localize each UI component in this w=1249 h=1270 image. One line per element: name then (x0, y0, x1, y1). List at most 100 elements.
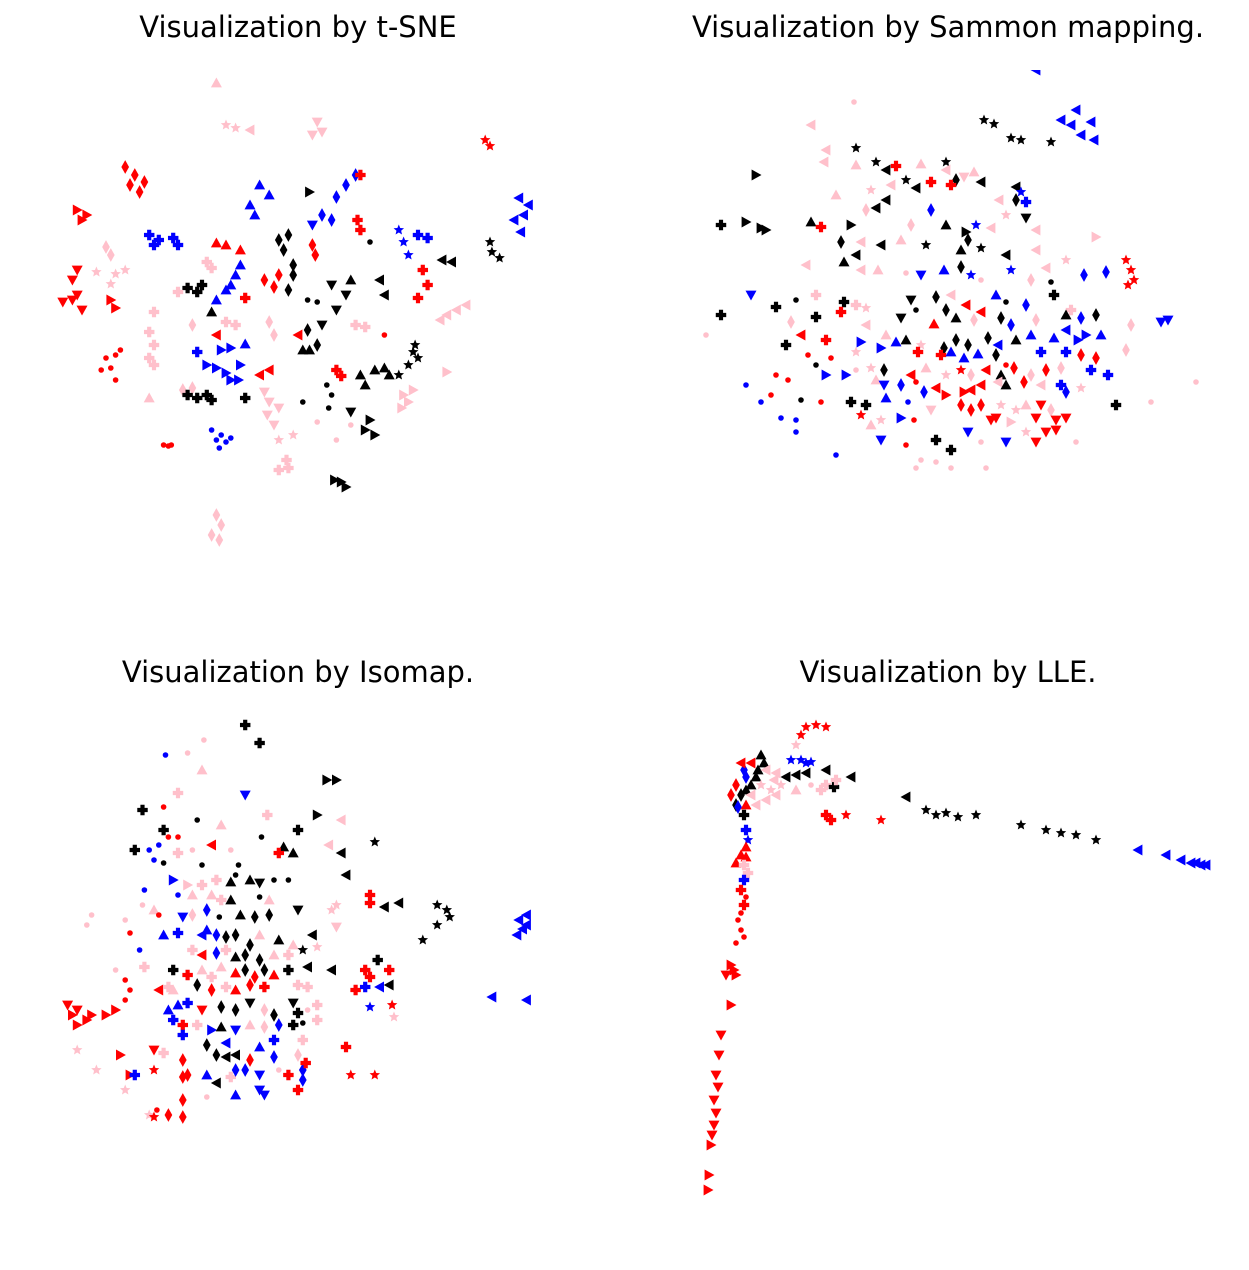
scatter-point (292, 905, 304, 916)
scatter-point (71, 265, 83, 276)
scatter-point (284, 283, 293, 297)
scatter-point (856, 336, 867, 348)
scatter-point (1012, 193, 1020, 207)
scatter-point (907, 218, 915, 232)
scatter-point (148, 904, 160, 915)
scatter-point (938, 264, 950, 275)
scatter-point (960, 299, 971, 311)
scatter-point (761, 224, 772, 236)
scatter-point (486, 246, 498, 257)
scatter-point (703, 332, 709, 338)
scatter-point (855, 409, 867, 420)
scatter-point (940, 219, 952, 230)
chart-panel-tsne: Visualization by t-SNE (48, 10, 548, 590)
scatter-point (751, 169, 762, 181)
scatter-point (1035, 379, 1046, 391)
scatter-point (978, 277, 984, 283)
scatter-point (1020, 399, 1032, 410)
scatter-point (355, 224, 366, 236)
scatter-point (311, 999, 323, 1011)
scatter-point (111, 1004, 122, 1016)
scatter-point (1000, 249, 1011, 261)
scatter-point (188, 908, 197, 922)
scatter-point (191, 286, 203, 298)
scatter-point (160, 442, 167, 448)
scatter-point (191, 346, 203, 358)
scatter-point (274, 233, 283, 247)
chart-title: Visualization by LLE. (799, 655, 1097, 689)
scatter-point (1057, 361, 1065, 375)
scatter-point (897, 378, 905, 392)
scatter-point (263, 397, 275, 408)
scatter-point (254, 179, 266, 190)
scatter-point (119, 1084, 131, 1095)
scatter-point (71, 1005, 83, 1016)
scatter-point (210, 294, 222, 305)
scatter-point (146, 847, 152, 853)
scatter-point (340, 869, 351, 881)
scatter-point (122, 997, 128, 1003)
scatter-point (201, 256, 213, 268)
scatter-point (713, 1050, 725, 1061)
scatter-point (314, 299, 321, 305)
scatter-point (521, 994, 531, 1006)
scatter-point (805, 756, 817, 767)
scatter-point (1030, 244, 1041, 256)
scatter-point (855, 264, 866, 276)
scatter-point (244, 998, 256, 1009)
chart-panel-lle: Visualization by LLE. (648, 655, 1248, 1235)
scatter-point (1047, 403, 1055, 417)
scatter-point (422, 232, 433, 244)
scatter-plot-sammon (703, 70, 1199, 471)
scatter-point (91, 266, 102, 277)
scatter-point (935, 349, 947, 361)
scatter-point (311, 117, 323, 128)
scatter-point (1048, 332, 1060, 343)
scatter-point (178, 1053, 187, 1067)
scatter-point (875, 414, 887, 425)
scatter-point (345, 1069, 357, 1080)
scatter-point (158, 929, 170, 940)
scatter-point (216, 344, 227, 356)
scatter-point (970, 809, 982, 820)
scatter-point (985, 222, 996, 234)
scatter-point (845, 396, 857, 408)
scatter-point (191, 392, 203, 404)
scatter-point (270, 1050, 278, 1064)
scatter-point (845, 771, 856, 783)
scatter-point (846, 219, 857, 231)
scatter-point (508, 214, 519, 226)
scatter-point (220, 239, 232, 250)
scatter-point (84, 922, 90, 928)
scatter-point (235, 862, 242, 868)
scatter-point (833, 452, 839, 458)
scatter-point (1122, 279, 1134, 290)
scatter-point (1010, 404, 1022, 415)
scatter-point (1040, 262, 1051, 274)
scatter-point (202, 359, 213, 371)
chart-panel-sammon: Visualization by Sammon mapping. (648, 10, 1248, 590)
scatter-point (112, 352, 119, 358)
scatter-point (359, 964, 371, 976)
scatter-point (206, 306, 218, 317)
scatter-point (302, 961, 312, 973)
scatter-point (206, 394, 217, 406)
scatter-point (765, 784, 777, 795)
scatter-point (860, 319, 871, 331)
scatter-point (755, 779, 767, 790)
scatter-point (932, 290, 940, 304)
scatter-point (119, 264, 131, 275)
scatter-point (941, 389, 952, 401)
scatter-point (758, 757, 770, 768)
scatter-point (1110, 399, 1122, 411)
scatter-point (213, 437, 220, 443)
scatter-point (110, 268, 121, 279)
scatter-point (731, 969, 742, 981)
scatter-point (828, 355, 834, 361)
scatter-point (249, 209, 261, 220)
scatter-point (216, 445, 223, 451)
scatter-point (217, 518, 226, 532)
scatter-point (513, 914, 524, 926)
scatter-point (1050, 415, 1062, 426)
scatter-point (212, 362, 222, 374)
